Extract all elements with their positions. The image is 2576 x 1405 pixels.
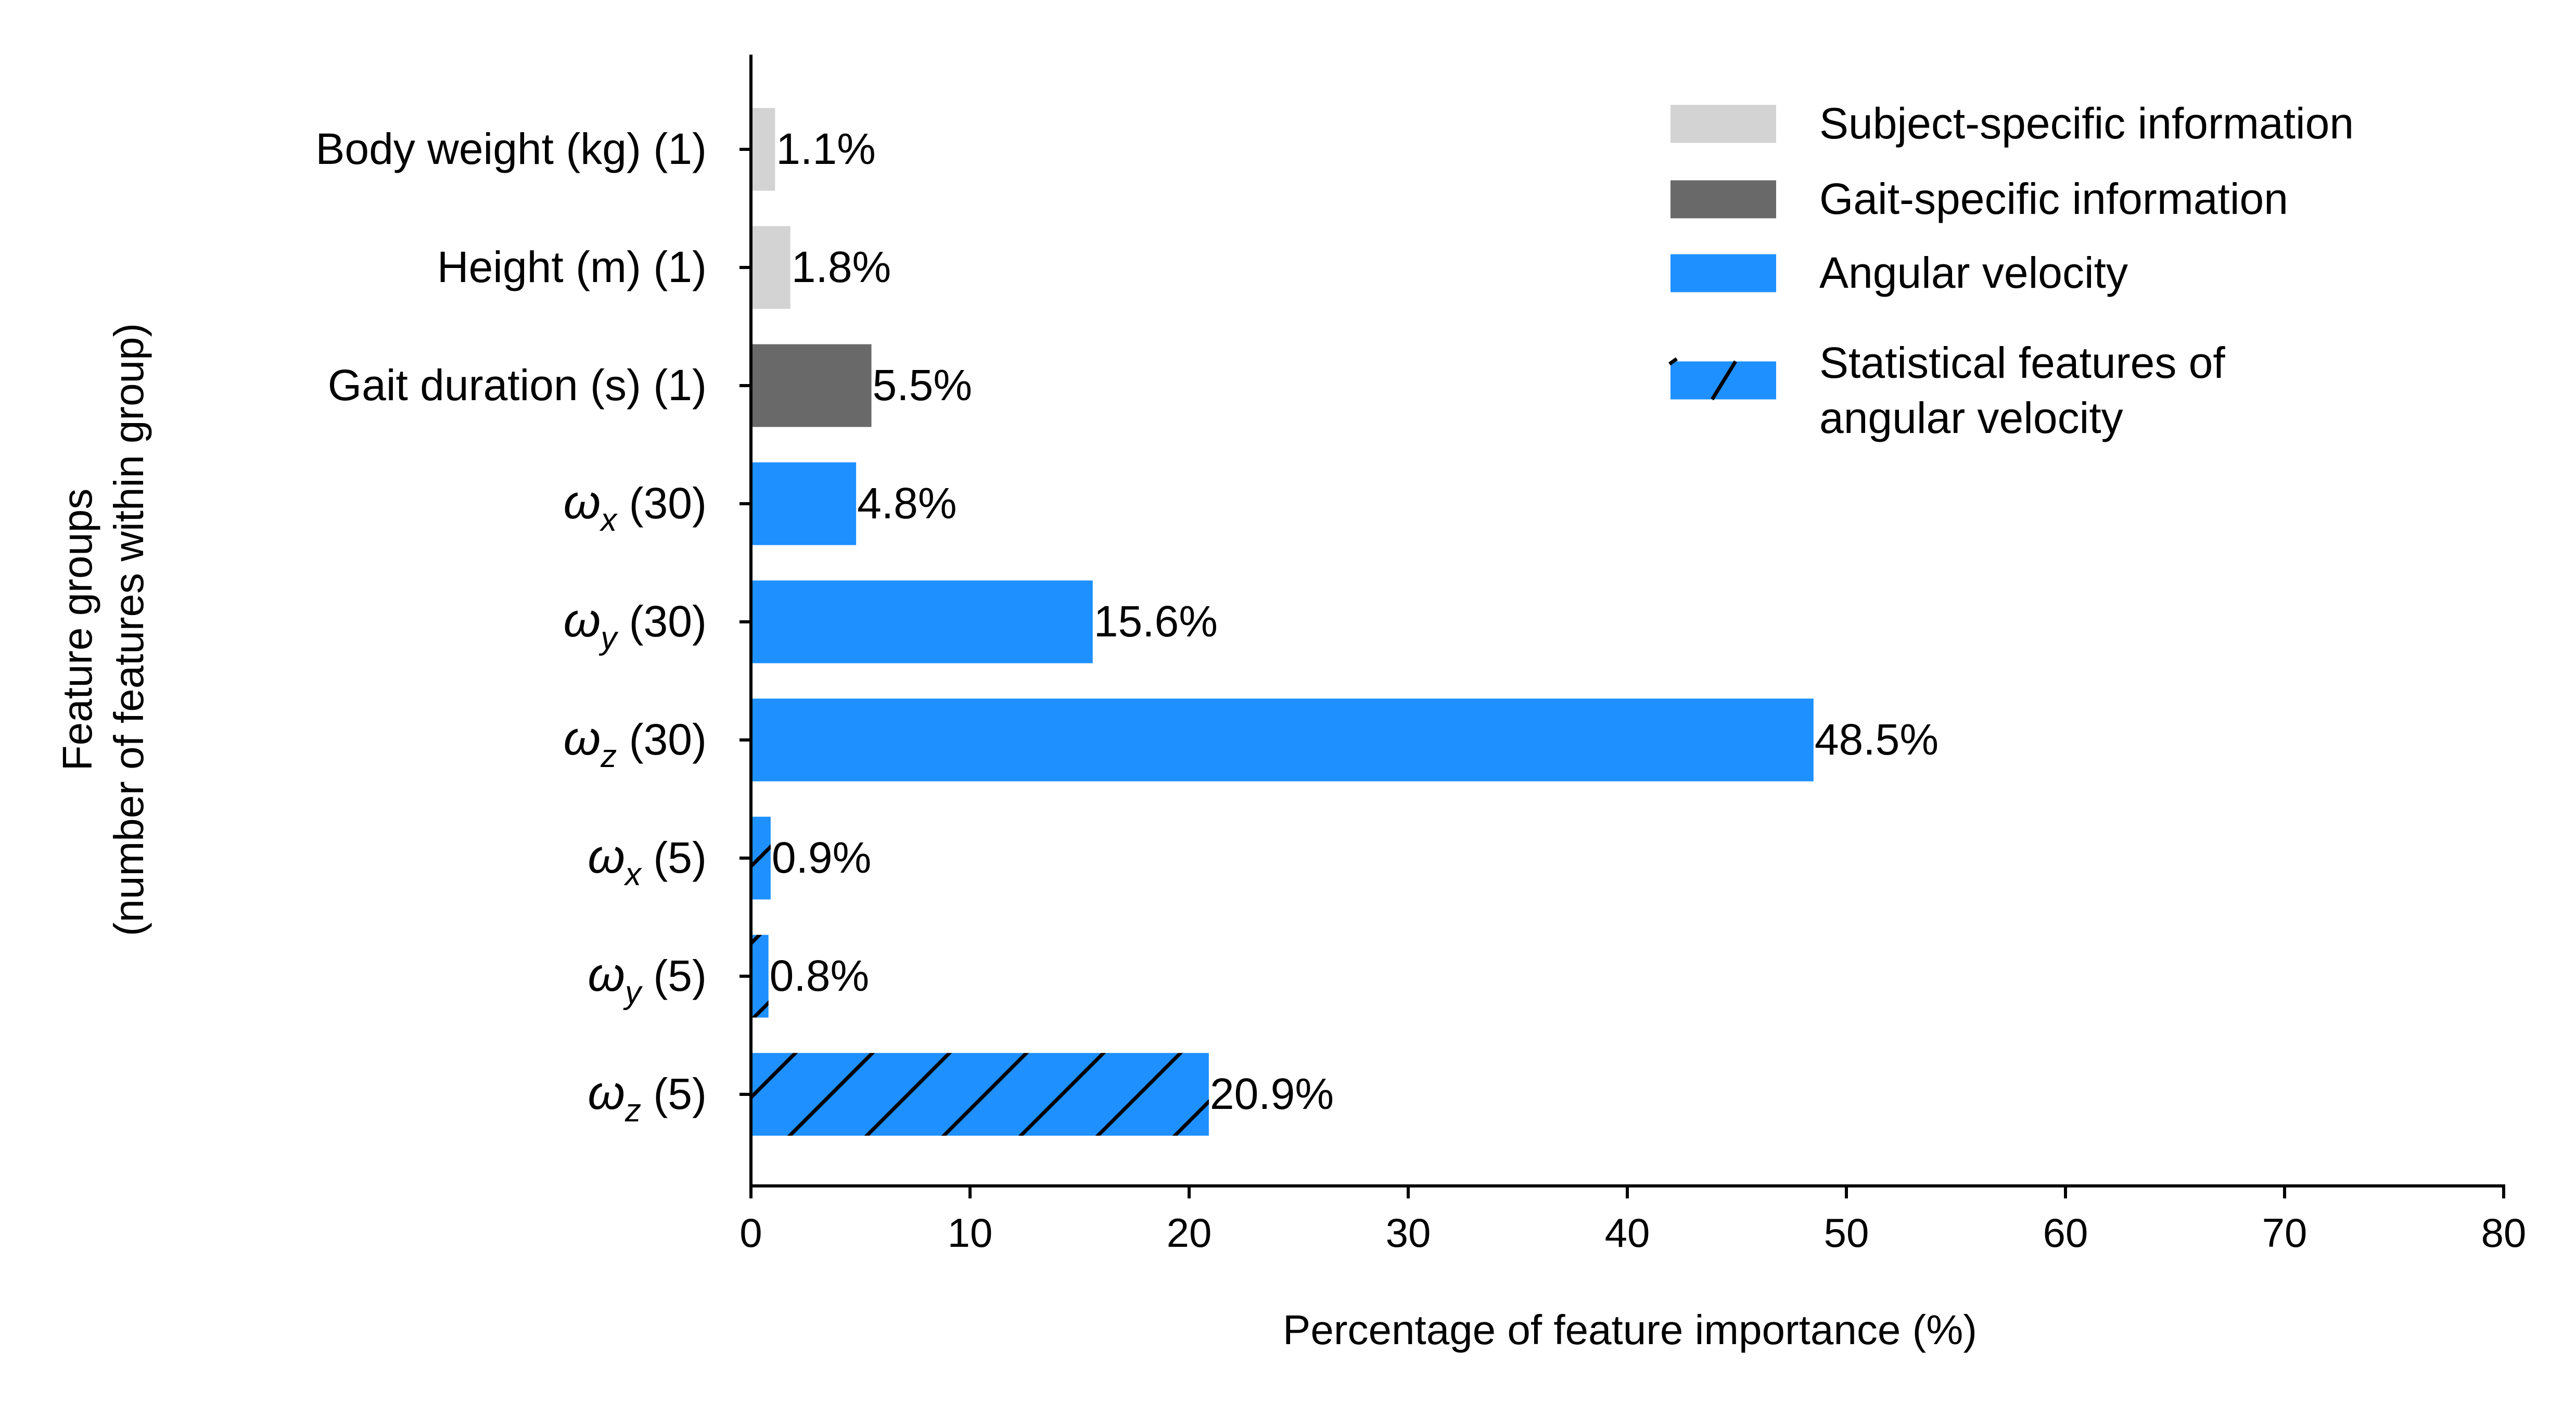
bars-layer bbox=[751, 108, 1814, 1136]
y-tick-label-3: ωx (30) bbox=[564, 476, 707, 538]
bar-0 bbox=[751, 108, 775, 191]
bar-hatch-7 bbox=[751, 935, 769, 1018]
y-tick-label-8: ωz (5) bbox=[588, 1066, 707, 1129]
x-tick-label-1: 10 bbox=[948, 1210, 993, 1256]
bar-4 bbox=[751, 580, 1093, 663]
data-label-6: 0.9% bbox=[772, 833, 871, 882]
data-label-4: 15.6% bbox=[1094, 597, 1218, 646]
y-axis-title: Feature groups (number of features within… bbox=[54, 323, 152, 936]
data-label-0: 1.1% bbox=[776, 124, 875, 173]
bar-1 bbox=[751, 226, 790, 309]
x-tick-label-8: 80 bbox=[2481, 1210, 2527, 1256]
data-label-1: 1.8% bbox=[792, 242, 891, 291]
bar-3 bbox=[751, 462, 857, 545]
data-label-8: 20.9% bbox=[1210, 1069, 1334, 1118]
y-tick-label-7: ωy (5) bbox=[588, 948, 707, 1011]
legend-hatch-corner-3 bbox=[1668, 357, 1678, 366]
data-label-3: 4.8% bbox=[857, 479, 957, 528]
x-tick-label-4: 40 bbox=[1605, 1210, 1650, 1256]
x-tick-label-2: 20 bbox=[1167, 1210, 1212, 1256]
x-tick-label-5: 50 bbox=[1824, 1210, 1869, 1256]
legend-swatch-0 bbox=[1670, 105, 1776, 143]
bar-2 bbox=[751, 344, 872, 427]
data-label-5: 48.5% bbox=[1815, 715, 1939, 764]
legend-label-0: Subject-specific information bbox=[1819, 99, 2354, 148]
y-tick-label-5: ωz (30) bbox=[564, 712, 707, 774]
x-tick-label-7: 70 bbox=[2262, 1210, 2307, 1256]
y-tick-label-0: Body weight (kg) (1) bbox=[315, 124, 707, 173]
data-label-7: 0.8% bbox=[770, 951, 869, 1000]
x-tick-label-6: 60 bbox=[2043, 1210, 2088, 1256]
y-tick-label-4: ωy (30) bbox=[564, 594, 707, 656]
axes-layer: Body weight (kg) (1) Height (m) (1) Gait d… bbox=[54, 55, 2526, 1353]
legend-label-3: Statistical features of angular velocity bbox=[1819, 338, 2225, 442]
legend-label-2: Angular velocity bbox=[1819, 248, 2128, 297]
x-axis-title: Percentage of feature importance (%) bbox=[1283, 1307, 1977, 1353]
y-tick-label-6: ωx (5) bbox=[588, 830, 707, 892]
legend-swatch-1 bbox=[1670, 180, 1776, 219]
y-tick-label-1: Height (m) (1) bbox=[437, 242, 707, 291]
x-tick-label-3: 30 bbox=[1386, 1210, 1431, 1256]
bar-hatch-6 bbox=[751, 816, 771, 900]
y-tick-label-2: Gait duration (s) (1) bbox=[328, 361, 707, 410]
data-labels-layer: 1.1% 1.8% 5.5% 4.8% 15.6% 48.5% 0.9% 0.8% 20.9% bbox=[770, 124, 1939, 1118]
data-label-2: 5.5% bbox=[873, 361, 972, 410]
x-tick-label-0: 0 bbox=[739, 1210, 762, 1256]
legend-swatch-2 bbox=[1670, 254, 1776, 292]
legend-label-1: Gait-specific information bbox=[1819, 174, 2288, 223]
legend-hatch-mark-3 bbox=[1711, 360, 1737, 401]
legend: Subject-specific information Gait-specifi… bbox=[1668, 99, 2354, 442]
bar-hatch-8 bbox=[751, 1053, 1209, 1136]
bar-5 bbox=[751, 698, 1814, 782]
